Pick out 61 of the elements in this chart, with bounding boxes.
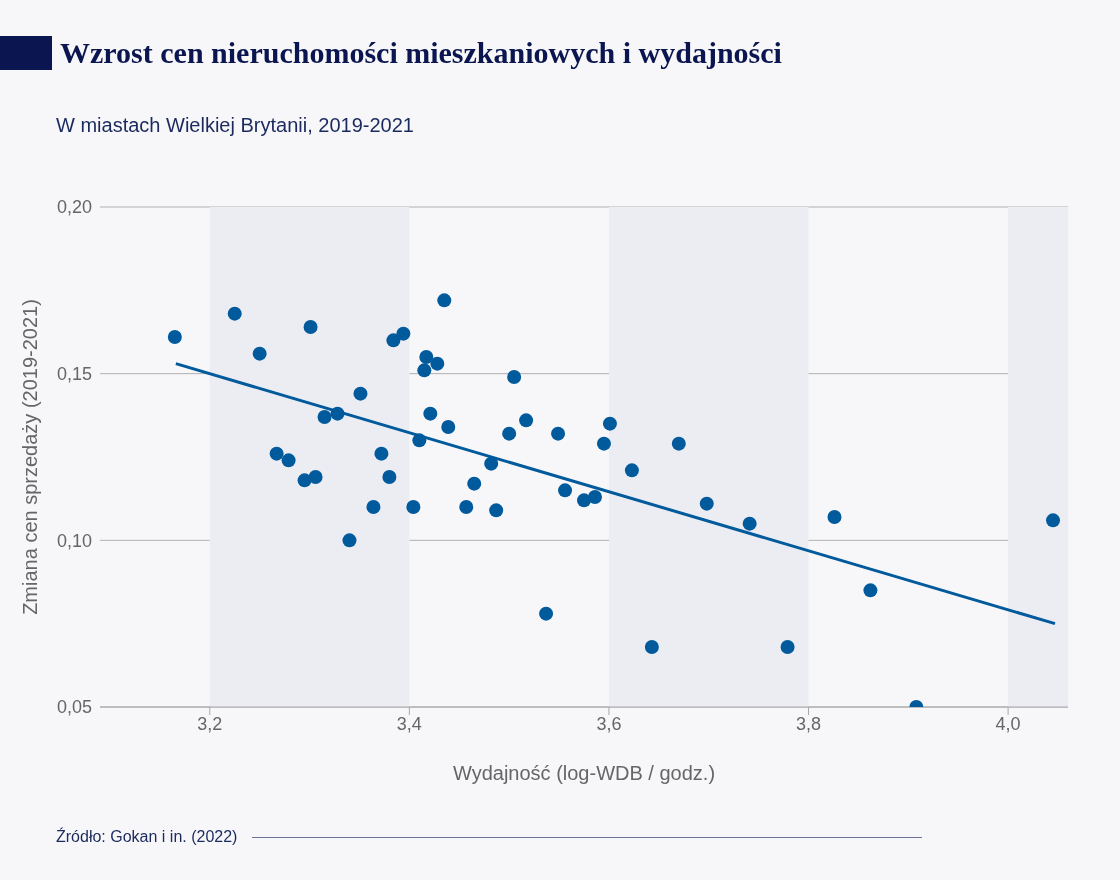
x-tick-label: 4,0 <box>995 713 1021 734</box>
point <box>437 293 452 308</box>
point <box>386 333 401 348</box>
point <box>366 500 381 514</box>
point <box>502 426 517 441</box>
point <box>430 356 445 371</box>
x-axis-title: Wydajność (log-WDB / godz.) <box>452 762 716 784</box>
point <box>269 446 284 461</box>
text: Źródło: Gokan i in. (2022) <box>56 828 238 846</box>
point <box>417 363 432 378</box>
point <box>459 500 474 514</box>
point <box>317 410 332 424</box>
point <box>602 416 617 431</box>
point <box>742 516 757 531</box>
point <box>699 496 714 511</box>
point <box>467 476 482 491</box>
point <box>167 330 182 344</box>
y-tick-label: 0,15 <box>56 364 92 385</box>
point <box>303 320 318 334</box>
point <box>342 533 357 548</box>
x-tick-label: 3,8 <box>796 713 822 734</box>
point <box>507 370 522 384</box>
point <box>551 426 566 441</box>
point <box>353 386 368 401</box>
point <box>484 456 499 471</box>
point <box>330 406 345 421</box>
x-tick-label: 3,6 <box>596 713 622 734</box>
point <box>587 490 602 504</box>
y-tick-label: 0,20 <box>56 197 92 218</box>
point <box>396 326 411 341</box>
x-tick-label: 3,2 <box>197 713 223 734</box>
y-axis-title: Zmiana cen sprzedaży (2019-2021) <box>19 299 42 615</box>
y-tick-label: 0,10 <box>56 530 92 551</box>
point <box>308 470 323 484</box>
point <box>558 483 573 498</box>
point <box>596 436 611 451</box>
point <box>577 493 591 508</box>
point <box>780 640 795 654</box>
point <box>227 306 242 321</box>
chart-title: Wzrost cen nieruchomości mieszkaniowych i wydajności <box>60 35 782 71</box>
point <box>671 436 686 451</box>
point <box>441 420 456 434</box>
y-tick-label: 0,05 <box>56 697 92 718</box>
point <box>419 350 434 364</box>
point <box>863 583 878 598</box>
point <box>539 606 554 621</box>
point <box>412 433 427 448</box>
point <box>281 453 296 468</box>
point <box>406 500 421 514</box>
point <box>644 640 659 654</box>
point <box>252 346 267 361</box>
point <box>382 470 397 484</box>
point <box>489 503 504 518</box>
point <box>624 463 639 478</box>
point <box>374 446 389 461</box>
chart-subtitle: W miastach Wielkiej Brytanii, 2019-2021 <box>56 114 414 137</box>
point <box>1046 513 1061 528</box>
point <box>827 510 842 524</box>
x-tick-label: 3,4 <box>396 713 422 734</box>
point <box>423 406 438 421</box>
point <box>519 413 534 428</box>
